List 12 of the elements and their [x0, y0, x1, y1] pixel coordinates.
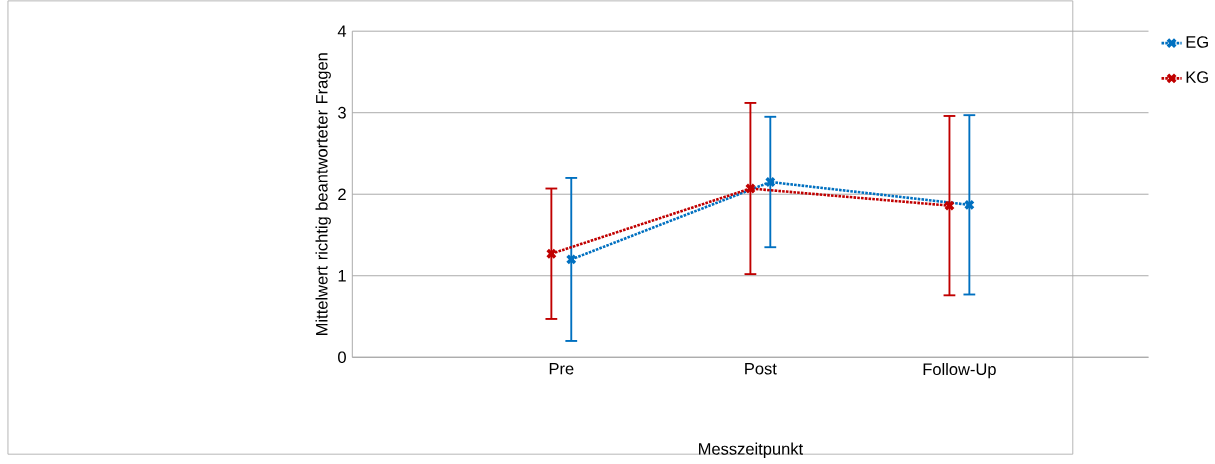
y-axis-title: Mittelwert richtig beantworteter Fragen: [315, 53, 331, 336]
y-tick-label: 1: [338, 270, 346, 282]
y-tick-label: 0: [338, 351, 346, 364]
x-tick-label: Post: [745, 363, 777, 375]
x-tick-label: Pre: [549, 363, 574, 375]
y-tick-label: 2: [338, 188, 346, 201]
y-tick-label: 4: [337, 25, 347, 38]
x-axis-title: Messzeitpunkt: [699, 442, 803, 459]
x-tick-label: Follow-Up: [923, 363, 996, 379]
legend-label: KG: [1186, 71, 1208, 84]
legend-label: EG: [1186, 36, 1208, 49]
y-tick-label: 3: [338, 107, 346, 119]
